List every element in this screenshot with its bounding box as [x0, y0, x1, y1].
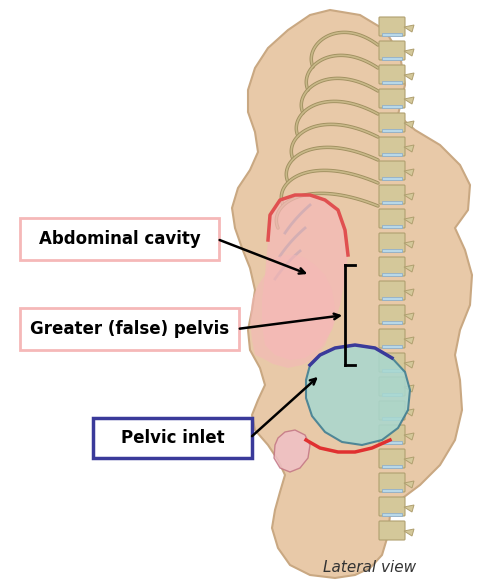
- FancyBboxPatch shape: [379, 281, 405, 300]
- Polygon shape: [404, 217, 414, 224]
- FancyBboxPatch shape: [379, 209, 405, 228]
- FancyBboxPatch shape: [379, 449, 405, 468]
- FancyBboxPatch shape: [379, 17, 405, 36]
- Text: Lateral view: Lateral view: [323, 560, 417, 575]
- Bar: [382, 201, 402, 204]
- FancyBboxPatch shape: [379, 425, 405, 444]
- Text: Pelvic inlet: Pelvic inlet: [121, 429, 224, 447]
- FancyBboxPatch shape: [379, 185, 405, 204]
- Polygon shape: [404, 433, 414, 440]
- FancyBboxPatch shape: [379, 137, 405, 156]
- FancyBboxPatch shape: [379, 521, 405, 540]
- FancyBboxPatch shape: [379, 257, 405, 276]
- FancyBboxPatch shape: [379, 89, 405, 108]
- Polygon shape: [404, 337, 414, 344]
- Polygon shape: [262, 195, 348, 360]
- Polygon shape: [404, 193, 414, 200]
- Polygon shape: [404, 409, 414, 416]
- FancyBboxPatch shape: [379, 233, 405, 252]
- Bar: [382, 417, 402, 420]
- Bar: [382, 393, 402, 396]
- Polygon shape: [404, 481, 414, 488]
- Bar: [382, 129, 402, 132]
- Bar: [382, 489, 402, 492]
- Polygon shape: [250, 255, 335, 368]
- Polygon shape: [404, 385, 414, 392]
- FancyBboxPatch shape: [379, 497, 405, 516]
- FancyBboxPatch shape: [379, 305, 405, 324]
- Polygon shape: [404, 145, 414, 152]
- FancyBboxPatch shape: [93, 418, 252, 458]
- Bar: [382, 513, 402, 516]
- Bar: [382, 249, 402, 252]
- FancyBboxPatch shape: [20, 308, 239, 350]
- Polygon shape: [404, 169, 414, 176]
- Polygon shape: [404, 289, 414, 296]
- Polygon shape: [404, 25, 414, 32]
- Bar: [382, 177, 402, 180]
- Text: Greater (false) pelvis: Greater (false) pelvis: [30, 320, 229, 338]
- Polygon shape: [404, 265, 414, 272]
- Bar: [382, 57, 402, 60]
- Bar: [382, 225, 402, 228]
- FancyBboxPatch shape: [379, 113, 405, 132]
- FancyBboxPatch shape: [379, 377, 405, 396]
- Bar: [382, 297, 402, 300]
- Bar: [382, 273, 402, 276]
- FancyBboxPatch shape: [379, 353, 405, 372]
- Bar: [382, 81, 402, 84]
- Polygon shape: [404, 97, 414, 104]
- Polygon shape: [404, 49, 414, 56]
- FancyBboxPatch shape: [379, 41, 405, 60]
- FancyBboxPatch shape: [379, 161, 405, 180]
- Bar: [382, 105, 402, 108]
- Polygon shape: [404, 313, 414, 320]
- Bar: [382, 369, 402, 372]
- FancyBboxPatch shape: [379, 329, 405, 348]
- Polygon shape: [274, 430, 310, 472]
- FancyBboxPatch shape: [379, 401, 405, 420]
- Polygon shape: [404, 457, 414, 464]
- Polygon shape: [232, 10, 472, 578]
- Polygon shape: [404, 241, 414, 248]
- Polygon shape: [404, 73, 414, 80]
- Text: Abdominal cavity: Abdominal cavity: [39, 230, 200, 248]
- Polygon shape: [306, 345, 410, 445]
- Polygon shape: [404, 121, 414, 128]
- FancyBboxPatch shape: [379, 65, 405, 84]
- Polygon shape: [404, 529, 414, 536]
- Bar: [382, 345, 402, 348]
- Bar: [382, 153, 402, 156]
- Bar: [382, 441, 402, 444]
- FancyBboxPatch shape: [20, 218, 219, 260]
- Polygon shape: [404, 505, 414, 512]
- Bar: [382, 33, 402, 36]
- Polygon shape: [404, 361, 414, 368]
- FancyBboxPatch shape: [379, 473, 405, 492]
- Bar: [382, 465, 402, 468]
- Bar: [382, 321, 402, 324]
